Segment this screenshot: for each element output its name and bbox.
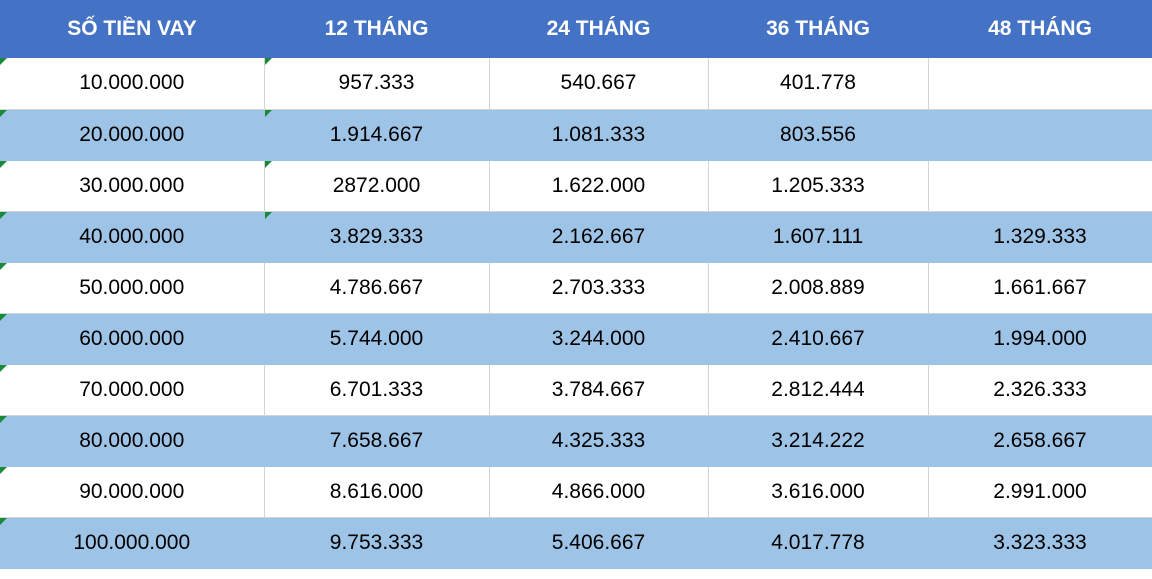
- table-cell[interactable]: 1.205.333: [708, 160, 929, 212]
- header-row: SỐ TIỀN VAY 12 THÁNG 24 THÁNG 36 THÁNG 4…: [0, 0, 1152, 58]
- table-cell[interactable]: 5.744.000: [264, 313, 490, 365]
- header-cell-12-months: 12 THÁNG: [264, 0, 489, 58]
- table-cell[interactable]: 2.008.889: [708, 262, 929, 314]
- table-cell[interactable]: 80.000.000: [0, 415, 265, 467]
- table-row: 80.000.000 7.658.667 4.325.333 3.214.222…: [0, 415, 1152, 467]
- table-row: 10.000.000 957.333 540.667 401.778: [0, 58, 1152, 110]
- table-cell[interactable]: 9.753.333: [264, 517, 490, 569]
- table-cell[interactable]: 7.658.667: [264, 415, 490, 467]
- header-cell-48-months: 48 THÁNG: [928, 0, 1152, 58]
- table-row: 100.000.000 9.753.333 5.406.667 4.017.77…: [0, 517, 1152, 569]
- header-cell-36-months: 36 THÁNG: [708, 0, 928, 58]
- table-cell[interactable]: 3.214.222: [708, 415, 929, 467]
- table-row: 20.000.000 1.914.667 1.081.333 803.556: [0, 109, 1152, 161]
- table-row: 60.000.000 5.744.000 3.244.000 2.410.667…: [0, 313, 1152, 365]
- table-cell[interactable]: 2872.000: [264, 160, 490, 212]
- table-cell[interactable]: 100.000.000: [0, 517, 265, 569]
- table-cell[interactable]: 3.244.000: [489, 313, 709, 365]
- table-cell[interactable]: 6.701.333: [264, 364, 490, 416]
- table-cell[interactable]: 90.000.000: [0, 466, 265, 518]
- table-cell[interactable]: 40.000.000: [0, 211, 265, 263]
- table-cell[interactable]: 2.410.667: [708, 313, 929, 365]
- table-cell[interactable]: 50.000.000: [0, 262, 265, 314]
- table-row: 50.000.000 4.786.667 2.703.333 2.008.889…: [0, 262, 1152, 314]
- table-cell[interactable]: 1.607.111: [708, 211, 929, 263]
- table-cell[interactable]: 3.323.333: [928, 517, 1152, 569]
- table-row: 30.000.000 2872.000 1.622.000 1.205.333: [0, 160, 1152, 212]
- table-cell[interactable]: 1.622.000: [489, 160, 709, 212]
- table-cell[interactable]: [928, 58, 1152, 110]
- table-row: 70.000.000 6.701.333 3.784.667 2.812.444…: [0, 364, 1152, 416]
- table-cell[interactable]: 803.556: [708, 109, 929, 161]
- table-cell[interactable]: 401.778: [708, 58, 929, 110]
- table-row: 90.000.000 8.616.000 4.866.000 3.616.000…: [0, 466, 1152, 518]
- table-cell[interactable]: 4.866.000: [489, 466, 709, 518]
- table-cell[interactable]: 20.000.000: [0, 109, 265, 161]
- table-cell[interactable]: 4.786.667: [264, 262, 490, 314]
- table-cell[interactable]: 5.406.667: [489, 517, 709, 569]
- table-cell[interactable]: 2.162.667: [489, 211, 709, 263]
- table-cell[interactable]: 30.000.000: [0, 160, 265, 212]
- table-cell[interactable]: 2.812.444: [708, 364, 929, 416]
- table-cell[interactable]: 540.667: [489, 58, 709, 110]
- table-cell[interactable]: [928, 160, 1152, 212]
- table-cell[interactable]: 1.081.333: [489, 109, 709, 161]
- table-cell[interactable]: 3.616.000: [708, 466, 929, 518]
- table-cell[interactable]: 4.325.333: [489, 415, 709, 467]
- table-cell[interactable]: 1.914.667: [264, 109, 490, 161]
- table-cell[interactable]: [928, 109, 1152, 161]
- table-cell[interactable]: 3.829.333: [264, 211, 490, 263]
- table-cell[interactable]: 2.326.333: [928, 364, 1152, 416]
- table-cell[interactable]: 1.329.333: [928, 211, 1152, 263]
- table-cell[interactable]: 957.333: [264, 58, 490, 110]
- table-cell[interactable]: 8.616.000: [264, 466, 490, 518]
- table-cell[interactable]: 2.703.333: [489, 262, 709, 314]
- table-row: 40.000.000 3.829.333 2.162.667 1.607.111…: [0, 211, 1152, 263]
- header-cell-24-months: 24 THÁNG: [489, 0, 708, 58]
- header-cell-loan-amount: SỐ TIỀN VAY: [0, 0, 264, 58]
- table-cell[interactable]: 2.658.667: [928, 415, 1152, 467]
- table-cell[interactable]: 60.000.000: [0, 313, 265, 365]
- table-cell[interactable]: 4.017.778: [708, 517, 929, 569]
- table-cell[interactable]: 70.000.000: [0, 364, 265, 416]
- table-cell[interactable]: 3.784.667: [489, 364, 709, 416]
- table-cell[interactable]: 2.991.000: [928, 466, 1152, 518]
- table-cell[interactable]: 10.000.000: [0, 58, 265, 110]
- table-cell[interactable]: 1.994.000: [928, 313, 1152, 365]
- table-cell[interactable]: 1.661.667: [928, 262, 1152, 314]
